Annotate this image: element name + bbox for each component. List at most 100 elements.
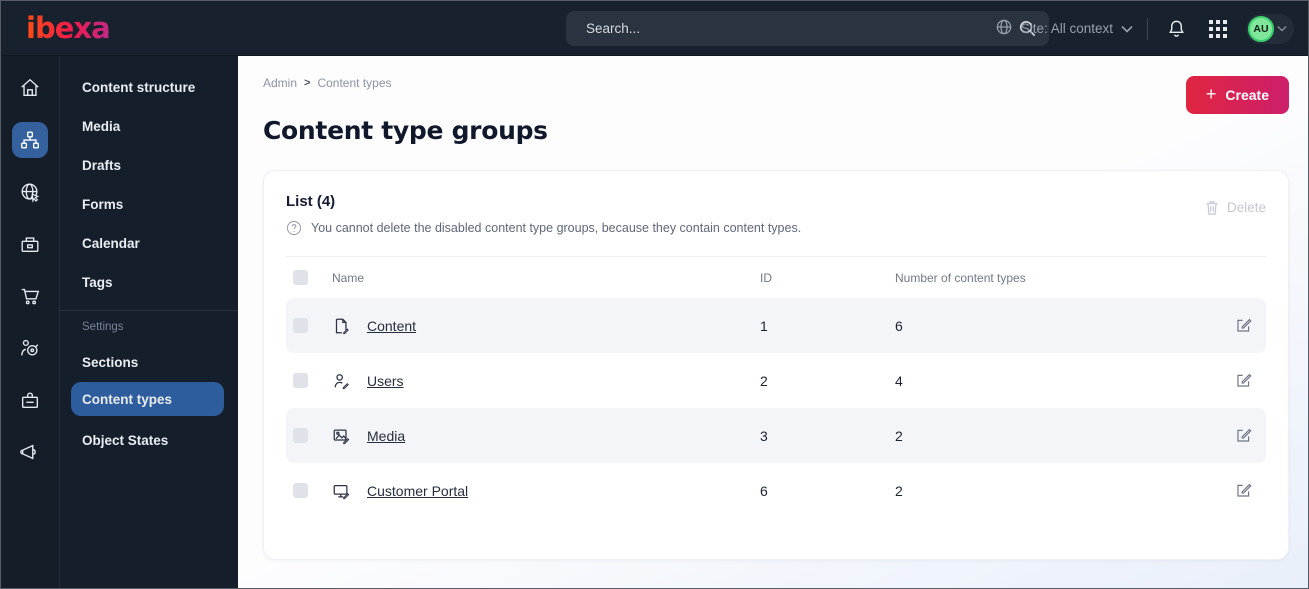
trash-icon xyxy=(1206,201,1218,215)
header-name: Name xyxy=(332,270,365,285)
cell-id: 3 xyxy=(760,427,768,444)
globe-icon xyxy=(995,18,1013,39)
breadcrumb-item-content-types: Content types xyxy=(317,76,392,90)
sidebar-item-tags[interactable]: Tags xyxy=(60,263,238,302)
cell-count: 6 xyxy=(895,317,903,334)
sidebar-item-label: Drafts xyxy=(82,158,122,173)
row-checkbox[interactable] xyxy=(293,483,308,498)
sidebar-item-media[interactable]: Media xyxy=(60,107,238,146)
edit-button[interactable] xyxy=(1235,427,1252,444)
edit-icon xyxy=(1237,428,1252,442)
delete-button-label: Delete xyxy=(1226,200,1266,215)
topbar: ibexa Site: All context AU xyxy=(1,1,1308,56)
help-circle-icon xyxy=(286,220,302,236)
page-title: Content type groups xyxy=(263,116,548,145)
rail-item-home[interactable] xyxy=(12,70,48,106)
group-link[interactable]: Content xyxy=(367,317,417,334)
rail-item-campaigns[interactable] xyxy=(12,434,48,470)
edit-button[interactable] xyxy=(1235,317,1252,334)
cell-id: 6 xyxy=(760,482,768,499)
sidebar-item-label: Media xyxy=(82,119,121,134)
topbar-right: Site: All context AU xyxy=(995,1,1294,56)
list-title: List (4) xyxy=(286,193,336,210)
group-link[interactable]: Media xyxy=(367,427,406,444)
rail-item-site[interactable] xyxy=(12,174,48,210)
create-button[interactable]: + Create xyxy=(1185,76,1289,114)
row-checkbox[interactable] xyxy=(293,428,308,443)
ibexa-logo: ibexa xyxy=(26,10,111,45)
sidebar-item-label: Object States xyxy=(82,433,169,448)
sidebar-item-label: Content types xyxy=(82,391,173,407)
main-content: Admin > Content types + Create Content t… xyxy=(238,56,1308,588)
row-checkbox[interactable] xyxy=(293,373,308,388)
sidebar-item-label: Forms xyxy=(82,197,124,212)
apps-menu-button[interactable] xyxy=(1204,15,1232,43)
bell-icon xyxy=(1168,20,1184,37)
avatar: AU xyxy=(1248,15,1274,42)
select-all-checkbox[interactable] xyxy=(293,270,308,285)
image-icon xyxy=(333,429,350,444)
breadcrumb-item-admin[interactable]: Admin xyxy=(263,76,298,90)
sidebar-item-calendar[interactable]: Calendar xyxy=(60,224,238,263)
user-menu[interactable]: AU xyxy=(1246,13,1294,44)
package-icon xyxy=(21,237,39,253)
cell-id: 1 xyxy=(760,317,768,334)
home-icon xyxy=(21,78,39,97)
sidebar-item-label: Calendar xyxy=(82,236,140,251)
sidebar-item-label: Sections xyxy=(82,355,139,370)
rail-item-content[interactable] xyxy=(12,122,48,158)
badge-icon xyxy=(21,392,39,409)
target-user-icon xyxy=(21,339,39,356)
rail-item-commerce[interactable] xyxy=(12,226,48,262)
notifications-button[interactable] xyxy=(1162,15,1190,43)
row-checkbox[interactable] xyxy=(293,318,308,333)
chevron-down-icon xyxy=(1121,25,1133,33)
group-link[interactable]: Users xyxy=(367,372,404,389)
user-icon xyxy=(334,373,349,389)
search-icon[interactable] xyxy=(1018,19,1037,43)
settings-section-label: Settings xyxy=(82,321,124,333)
file-icon xyxy=(335,318,349,334)
sidebar-item-content-structure[interactable]: Content structure xyxy=(60,68,238,107)
global-search xyxy=(566,11,1049,46)
site-context-selector[interactable]: Site: All context xyxy=(995,18,1133,39)
topbar-divider xyxy=(1147,17,1148,40)
sidebar-item-forms[interactable]: Forms xyxy=(60,185,238,224)
search-input[interactable] xyxy=(566,11,1049,46)
table-row: Media 3 2 xyxy=(286,408,1266,463)
rail-item-personalization[interactable] xyxy=(12,330,48,366)
edit-button[interactable] xyxy=(1235,482,1252,499)
edit-icon xyxy=(1237,483,1252,497)
sidebar-item-drafts[interactable]: Drafts xyxy=(60,146,238,185)
globe-cursor-icon xyxy=(21,183,40,203)
sidebar-item-label: Tags xyxy=(82,275,113,290)
megaphone-icon xyxy=(20,444,36,460)
sidebar-item-object-states[interactable]: Object States xyxy=(60,421,238,460)
rail-item-cart[interactable] xyxy=(12,278,48,314)
cell-id: 2 xyxy=(760,372,768,389)
content-type-groups-card: List (4) You cannot delete the disabled … xyxy=(263,170,1289,560)
group-link[interactable]: Customer Portal xyxy=(367,482,469,499)
sidebar-item-sections[interactable]: Sections xyxy=(60,343,238,382)
table-row: Users 2 4 xyxy=(286,353,1266,408)
edit-button[interactable] xyxy=(1235,372,1252,389)
edit-icon xyxy=(1237,318,1252,332)
cell-count: 2 xyxy=(895,482,903,499)
content-type-groups-table: Name ID Number of content types Content … xyxy=(286,256,1266,518)
sidebar-item-label: Content structure xyxy=(82,80,196,95)
cell-count: 2 xyxy=(895,427,903,444)
delete-button[interactable]: Delete xyxy=(1204,199,1266,216)
cart-icon xyxy=(21,288,40,305)
monitor-icon xyxy=(333,484,350,499)
sidebar-item-content-types[interactable]: Content types xyxy=(71,382,224,416)
grid-icon xyxy=(1209,19,1227,38)
table-row: Content 1 6 xyxy=(286,298,1266,353)
cell-count: 4 xyxy=(895,372,903,389)
edit-icon xyxy=(1237,373,1252,387)
sitemap-icon xyxy=(21,131,39,149)
breadcrumb-separator: > xyxy=(304,77,311,89)
site-context-label: Site: All context xyxy=(1020,21,1113,36)
rail-item-workspace[interactable] xyxy=(12,382,48,418)
chevron-down-icon xyxy=(1277,25,1287,32)
